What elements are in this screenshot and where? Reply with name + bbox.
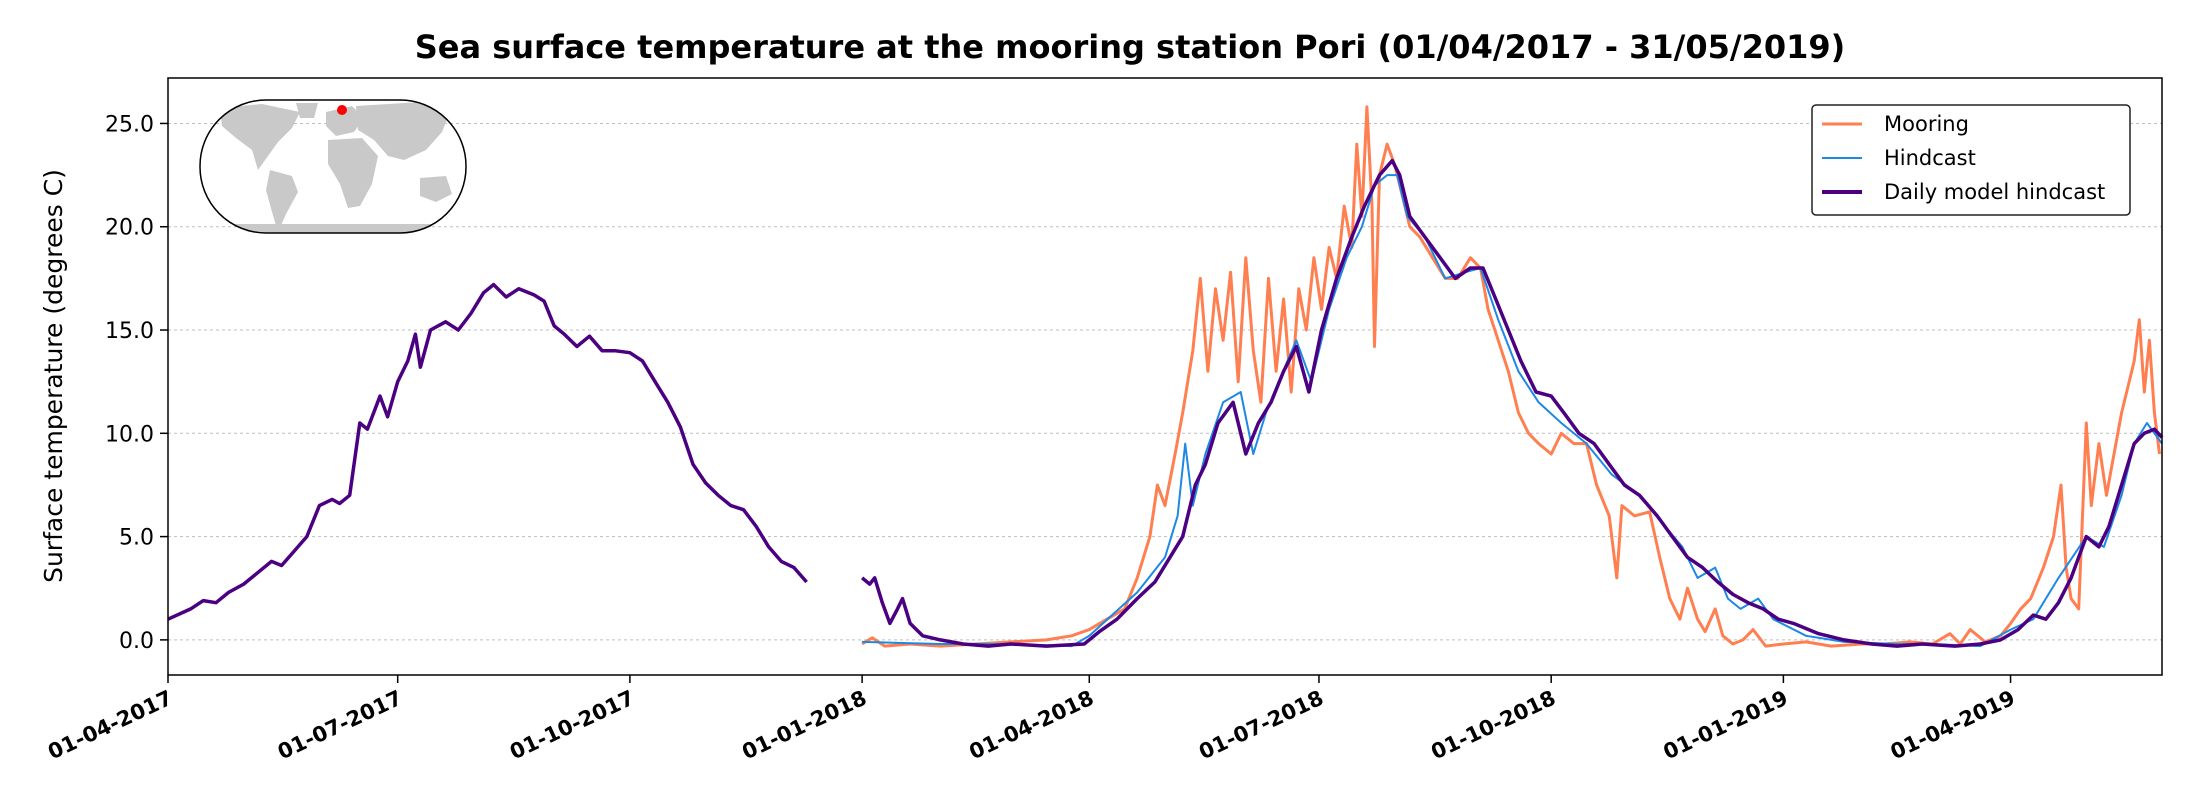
legend-label-mooring: Mooring (1884, 112, 1969, 136)
plot-frame (167, 77, 2163, 676)
x-axis: 01-04-2017 01-07-2017 01-10-2017 01-01-2018… (44, 675, 2019, 765)
xtick-label-01-07-2018: 01-07-2018 (1195, 686, 1327, 765)
legend-box (1811, 104, 2131, 216)
map-outline (199, 99, 467, 234)
y-axis: 0.0 5.0 10.0 15.0 20.0 25.0 (105, 112, 168, 654)
chart-title: Sea surface temperature at the mooring s… (415, 28, 1846, 66)
xtick-label-01-01-2019: 01-01-2019 (1660, 686, 1792, 765)
europe-shape (326, 106, 364, 136)
xtick-label-01-04-2019: 01-04-2019 (1887, 686, 2019, 765)
ytick-label-10-0: 10.0 (105, 422, 154, 447)
series-lines (167, 105, 2164, 648)
south-america-shape (266, 170, 298, 232)
map-land-masses (200, 102, 466, 233)
ytick-label-15-0: 15.0 (105, 319, 154, 344)
xtick-label-01-01-2018: 01-01-2018 (738, 686, 870, 765)
xtick-label-01-07-2017: 01-07-2017 (274, 686, 406, 765)
series-line-hindcast (862, 174, 2163, 648)
series-line-daily-model-hindcast-1 (167, 282, 808, 621)
xtick-label-01-10-2017: 01-10-2017 (506, 686, 638, 765)
y-axis-label: Surface temperature (degrees C) (39, 169, 68, 583)
antarctica-shape (200, 224, 466, 233)
xtick-label-01-04-2018: 01-04-2018 (966, 686, 1098, 765)
ytick-label-0-0: 0.0 (119, 629, 154, 654)
inset-world-map (199, 99, 467, 234)
asia-shape (356, 102, 450, 160)
ytick-label-25-0: 25.0 (105, 112, 154, 137)
station-location-marker (337, 105, 347, 115)
xtick-label-01-04-2017: 01-04-2017 (44, 686, 176, 765)
ytick-label-5-0: 5.0 (119, 526, 154, 551)
australia-shape (420, 176, 452, 202)
africa-shape (328, 138, 378, 208)
grid-lines (168, 122, 2162, 641)
legend-label-hindcast: Hindcast (1884, 146, 1976, 170)
series-line-daily-model-hindcast-2 (860, 158, 2164, 648)
ytick-label-20-0: 20.0 (105, 216, 154, 241)
legend: Mooring Hindcast Daily model hindcast (1811, 104, 2131, 216)
series-line-mooring (861, 105, 2161, 648)
greenland-shape (296, 103, 318, 118)
xtick-label-01-10-2018: 01-10-2018 (1427, 686, 1559, 765)
north-america-shape (220, 104, 300, 170)
legend-label-daily-model-hindcast: Daily model hindcast (1884, 180, 2105, 204)
